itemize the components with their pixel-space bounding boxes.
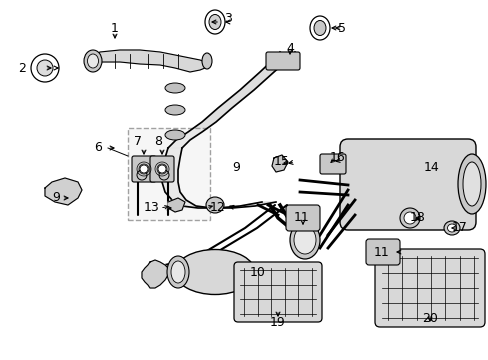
Ellipse shape [202,53,212,69]
Ellipse shape [443,221,459,235]
Ellipse shape [167,256,189,288]
FancyBboxPatch shape [285,205,319,231]
Polygon shape [168,198,184,212]
Text: 2: 2 [18,62,26,75]
Polygon shape [142,260,168,288]
Text: 11: 11 [373,246,389,258]
Text: 14: 14 [423,162,439,175]
Ellipse shape [293,226,315,254]
Ellipse shape [171,261,184,283]
Text: 18: 18 [409,211,425,225]
Text: 13: 13 [144,202,160,215]
Ellipse shape [208,14,221,30]
Circle shape [31,54,59,82]
Text: 6: 6 [94,141,102,154]
Text: 9: 9 [52,192,60,204]
FancyBboxPatch shape [365,239,399,265]
Polygon shape [162,148,275,208]
Ellipse shape [457,154,485,214]
Circle shape [403,212,415,224]
Text: 20: 20 [421,311,437,324]
Circle shape [137,170,147,180]
Ellipse shape [164,83,184,93]
Ellipse shape [84,50,102,72]
Text: 8: 8 [154,135,162,148]
Text: 17: 17 [451,221,467,234]
Circle shape [158,165,165,173]
Text: 3: 3 [224,12,231,24]
Circle shape [37,60,53,76]
Ellipse shape [309,16,329,40]
Ellipse shape [462,162,480,206]
Text: 7: 7 [134,135,142,148]
FancyBboxPatch shape [234,262,321,322]
FancyBboxPatch shape [374,249,484,327]
Polygon shape [90,50,207,72]
Text: 19: 19 [269,315,285,328]
Ellipse shape [313,21,325,36]
Ellipse shape [164,105,184,115]
Text: 12: 12 [210,202,225,215]
Text: 15: 15 [273,156,289,168]
Text: 9: 9 [232,162,240,175]
Ellipse shape [289,221,319,259]
Ellipse shape [204,10,224,34]
FancyBboxPatch shape [150,156,174,182]
FancyBboxPatch shape [132,156,156,182]
Ellipse shape [175,249,254,294]
Circle shape [399,208,419,228]
Text: 1: 1 [111,22,119,35]
Circle shape [159,170,169,180]
Polygon shape [45,178,82,205]
Text: 4: 4 [285,41,293,54]
FancyBboxPatch shape [319,154,346,174]
Text: 11: 11 [293,211,309,225]
Text: 5: 5 [337,22,346,35]
Polygon shape [168,52,294,148]
Bar [128,128,209,220]
FancyBboxPatch shape [339,139,475,230]
Text: 10: 10 [249,265,265,279]
Ellipse shape [205,197,224,213]
Polygon shape [271,155,287,172]
FancyBboxPatch shape [265,52,299,70]
Ellipse shape [447,224,456,232]
Ellipse shape [164,130,184,140]
Circle shape [140,165,148,173]
Ellipse shape [87,54,98,68]
Text: 16: 16 [329,152,345,165]
